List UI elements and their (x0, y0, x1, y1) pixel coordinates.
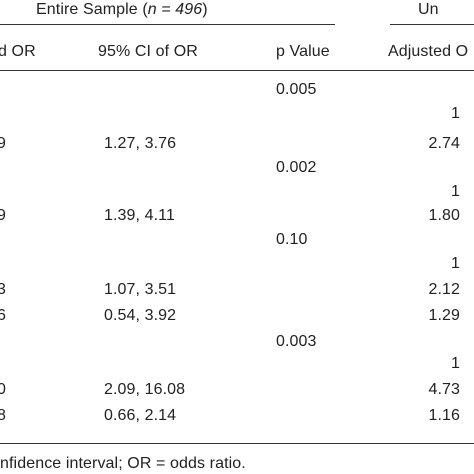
cell-ci: 0.66, 2.14 (104, 407, 177, 424)
cell-adjusted-or: 1 (451, 105, 460, 122)
cell-or: 8 (0, 407, 6, 424)
cell-p-value: 0.005 (276, 81, 317, 98)
group-header-suffix: ) (202, 1, 208, 18)
group-header-prefix: Entire Sample ( (36, 1, 148, 18)
table-footnote: nfidence interval; OR = odds ratio. (0, 455, 246, 472)
cell-p-value: 0.002 (276, 159, 317, 176)
group-header-entire-sample: Entire Sample (n = 496) (36, 0, 276, 20)
cell-adjusted-or: 1.16 (428, 407, 460, 424)
cell-adjusted-or: 1 (451, 355, 460, 372)
column-header-p-value: p Value (276, 43, 330, 60)
cell-or: 9 (0, 207, 6, 224)
cell-p-value: 0.003 (276, 333, 317, 350)
table-bottom-rule (0, 443, 474, 444)
cell-ci: 0.54, 3.92 (104, 307, 177, 324)
cell-ci: 1.07, 3.51 (104, 281, 177, 298)
cell-adjusted-or: 1.80 (428, 207, 460, 224)
column-header-or: d OR (0, 43, 36, 60)
group-rule-second (390, 24, 474, 25)
group-header-second: Un (418, 1, 439, 18)
cell-adjusted-or: 4.73 (428, 381, 460, 398)
cell-p-value: 0.10 (276, 231, 308, 248)
cell-adjusted-or: 1 (451, 183, 460, 200)
header-bottom-rule (0, 70, 474, 71)
cell-adjusted-or: 2.12 (428, 281, 460, 298)
cell-or: 3 (0, 281, 6, 298)
cell-adjusted-or: 2.74 (428, 135, 460, 152)
cell-adjusted-or: 1 (451, 255, 460, 272)
cell-or: 6 (0, 307, 6, 324)
cell-adjusted-or: 1.29 (428, 307, 460, 324)
cell-ci: 1.27, 3.76 (104, 135, 177, 152)
cell-ci: 2.09, 16.08 (104, 381, 186, 398)
cell-ci: 1.39, 4.11 (104, 207, 175, 224)
column-header-ci: 95% CI of OR (98, 43, 198, 60)
cell-or: 9 (0, 135, 6, 152)
group-header-n: n = 496 (147, 1, 203, 18)
column-header-adjusted-or: Adjusted O (388, 43, 469, 60)
cell-or: 0 (0, 381, 6, 398)
group-rule-entire-sample (0, 24, 335, 25)
